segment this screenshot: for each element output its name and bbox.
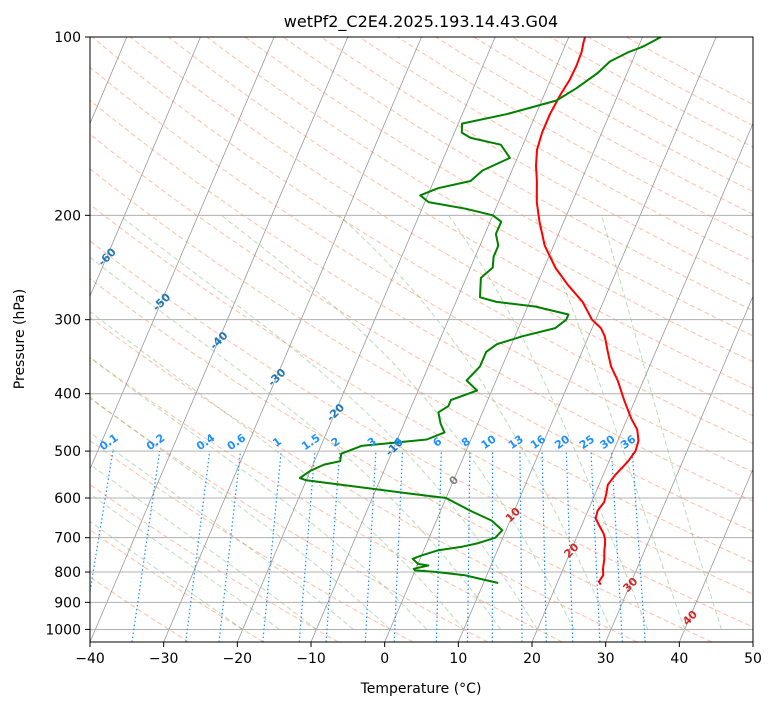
x-axis-label: Temperature (°C): [360, 681, 482, 697]
y-tick-label: 100: [54, 30, 81, 46]
y-tick-label: 900: [54, 595, 81, 611]
chart-title: wetPf2_C2E4.2025.193.14.43.G04: [284, 12, 558, 32]
y-tick-label: 400: [54, 387, 81, 403]
y-tick-label: 200: [54, 208, 81, 224]
y-tick-label: 700: [54, 531, 81, 547]
y-tick-label: 1000: [45, 622, 81, 638]
x-tick-label: 50: [744, 651, 762, 667]
y-axis-label: Pressure (hPa): [12, 289, 28, 389]
x-tick-label: −30: [149, 651, 179, 667]
x-tick-label: −20: [223, 651, 253, 667]
x-tick-label: −40: [75, 651, 105, 667]
y-tick-label: 600: [54, 491, 81, 507]
x-tick-label: 20: [523, 651, 541, 667]
x-tick-label: 30: [597, 651, 615, 667]
x-tick-label: −10: [296, 651, 326, 667]
x-tick-label: 10: [449, 651, 467, 667]
x-tick-label: 40: [670, 651, 688, 667]
y-tick-label: 800: [54, 565, 81, 581]
y-tick-label: 300: [54, 313, 81, 329]
y-tick-label: 500: [54, 444, 81, 460]
x-tick-label: 0: [380, 651, 389, 667]
